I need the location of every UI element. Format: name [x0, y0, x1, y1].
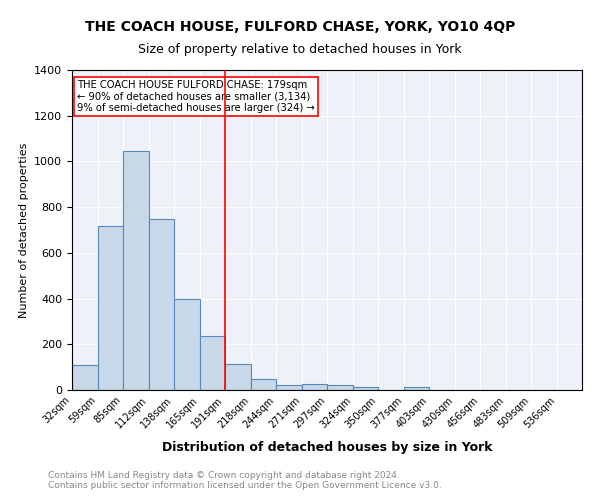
Bar	[98, 226, 123, 390]
Bar	[123, 150, 149, 390]
Bar	[225, 364, 251, 390]
Y-axis label: Number of detached properties: Number of detached properties	[19, 142, 29, 318]
Bar	[72, 366, 98, 390]
Text: Contains HM Land Registry data © Crown copyright and database right 2024.
Contai: Contains HM Land Registry data © Crown c…	[48, 470, 442, 490]
Bar	[353, 387, 378, 390]
Bar	[174, 298, 200, 390]
Bar	[276, 385, 302, 390]
Bar	[404, 387, 429, 390]
Bar	[302, 384, 327, 390]
Text: THE COACH HOUSE FULFORD CHASE: 179sqm
← 90% of detached houses are smaller (3,13: THE COACH HOUSE FULFORD CHASE: 179sqm ← …	[77, 80, 315, 113]
Bar	[149, 218, 174, 390]
X-axis label: Distribution of detached houses by size in York: Distribution of detached houses by size …	[162, 441, 492, 454]
Bar	[251, 379, 276, 390]
Bar	[327, 385, 353, 390]
Text: THE COACH HOUSE, FULFORD CHASE, YORK, YO10 4QP: THE COACH HOUSE, FULFORD CHASE, YORK, YO…	[85, 20, 515, 34]
Bar	[200, 336, 225, 390]
Text: Size of property relative to detached houses in York: Size of property relative to detached ho…	[138, 42, 462, 56]
